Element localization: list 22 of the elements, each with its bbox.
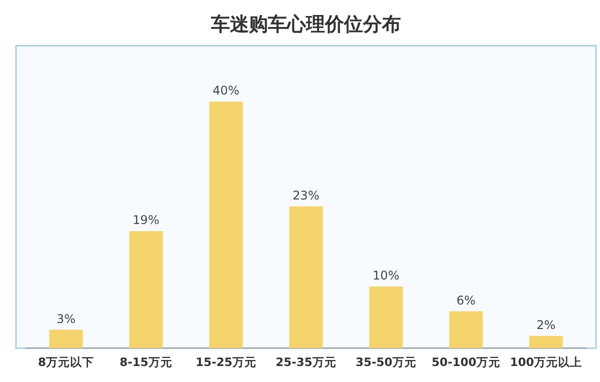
chart-title: 车迷购车心理价位分布 <box>210 13 401 36</box>
bar <box>209 102 243 348</box>
data-label: 3% <box>56 312 76 326</box>
x-tick-label: 8-15万元 <box>120 355 172 370</box>
x-tick-label: 25-35万元 <box>276 355 336 370</box>
data-label: 10% <box>372 268 400 283</box>
bar <box>449 311 483 348</box>
x-tick-label: 50-100万元 <box>432 355 500 370</box>
bar <box>49 330 83 348</box>
x-tick-label: 100万元以上 <box>510 355 582 370</box>
data-label: 23% <box>292 188 320 203</box>
data-label: 2% <box>536 318 556 332</box>
bar <box>289 206 323 348</box>
data-label: 40% <box>212 84 240 98</box>
x-tick-label: 35-50万元 <box>356 355 416 370</box>
x-tick-label: 8万元以下 <box>38 355 94 370</box>
bar <box>129 231 163 348</box>
x-tick-label: 15-25万元 <box>196 355 256 370</box>
data-label: 6% <box>456 293 476 308</box>
bar <box>529 336 563 348</box>
data-label: 19% <box>132 213 160 228</box>
bar <box>369 286 403 348</box>
